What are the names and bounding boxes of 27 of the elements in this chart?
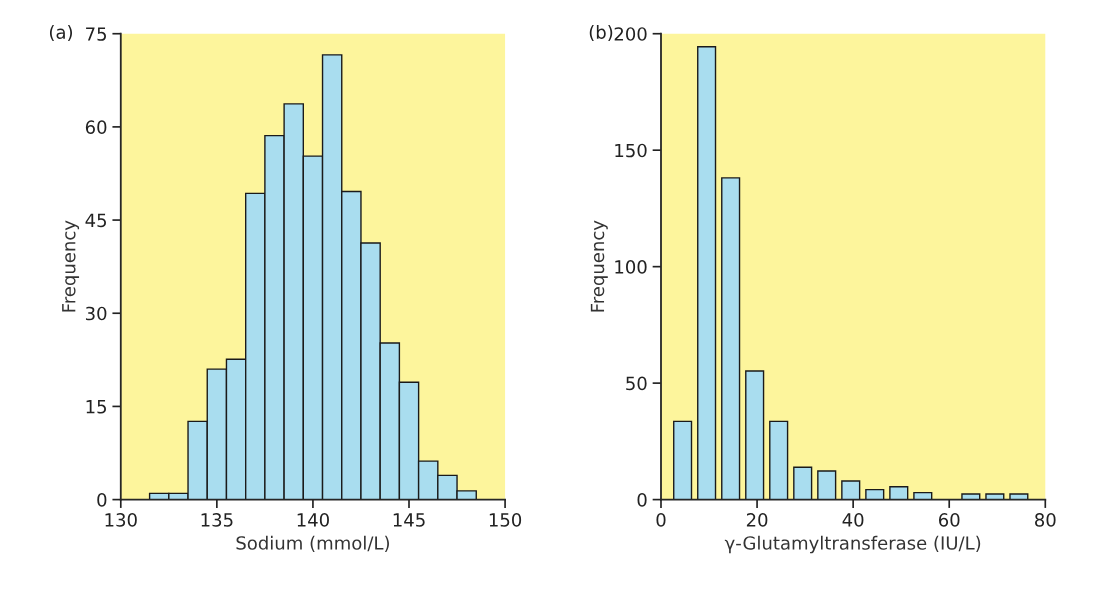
y-tick-label: 60 <box>85 120 107 135</box>
y-tick-label: 0 <box>97 493 107 507</box>
chart-title: (b) <box>589 24 613 42</box>
y-tick-label: 30 <box>85 306 107 321</box>
x-tick-label: 0 <box>656 513 666 527</box>
chart-title: (a) <box>49 25 73 42</box>
x-tick-label: 130 <box>105 513 137 527</box>
x-tick-label: 145 <box>393 513 425 527</box>
x-tick-label: 150 <box>489 513 522 527</box>
y-tick-label: 200 <box>614 27 647 41</box>
x-tick-label: 40 <box>842 513 864 527</box>
y-tick-label: 45 <box>85 213 107 228</box>
x-tick-label: 135 <box>201 513 233 527</box>
x-tick-label: 140 <box>297 513 329 527</box>
y-axis-title: Frequency <box>62 220 80 312</box>
x-axis-title: Sodium (mmol/L) <box>236 535 389 552</box>
y-tick-label: 0 <box>637 493 647 507</box>
y-tick-label: 50 <box>626 376 647 391</box>
y-tick-label: 15 <box>86 400 107 414</box>
y-tick-label: 150 <box>615 143 647 158</box>
y-tick-label: 100 <box>615 260 647 274</box>
y-axis-title: Frequency <box>590 220 608 312</box>
x-tick-label: 80 <box>1035 513 1056 527</box>
y-tick-label: 75 <box>86 27 107 41</box>
x-axis-title: γ-Glutamyltransferase (IU/L) <box>724 535 981 554</box>
x-tick-label: 20 <box>746 513 768 527</box>
x-tick-label: 60 <box>938 513 960 527</box>
